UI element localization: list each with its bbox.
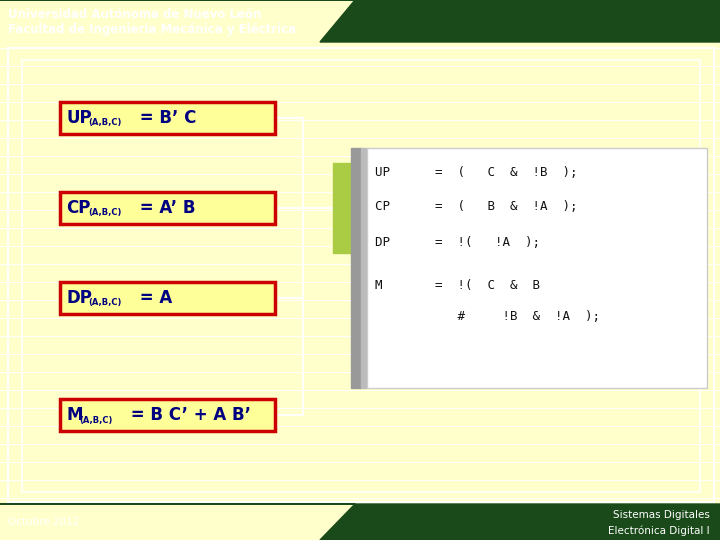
Text: M: M	[66, 406, 83, 424]
Bar	[22, 60, 700, 492]
Text: CP: CP	[66, 199, 91, 217]
Bar	[333, 163, 351, 253]
Text: (A,B,C): (A,B,C)	[79, 415, 112, 424]
FancyBboxPatch shape	[60, 399, 275, 431]
Text: (A,B,C): (A,B,C)	[88, 118, 122, 127]
Bar	[8, 48, 714, 502]
Text: Facultad de Ingeniería Mecánica y Eléctrica: Facultad de Ingeniería Mecánica y Eléctr…	[8, 24, 296, 37]
Text: DP: DP	[66, 289, 92, 307]
FancyBboxPatch shape	[60, 282, 275, 314]
Text: Electrónica Digital I: Electrónica Digital I	[608, 526, 710, 536]
Polygon shape	[0, 504, 720, 540]
Bar	[351, 148, 361, 388]
Text: UP: UP	[66, 109, 91, 127]
Text: M       =  !(  C  &  B: M = !( C & B	[375, 279, 540, 292]
Text: (A,B,C): (A,B,C)	[88, 299, 122, 307]
Text: = A’ B: = A’ B	[134, 199, 196, 217]
Text: #     !B  &  !A  );: # !B & !A );	[375, 309, 600, 322]
Text: (A,B,C): (A,B,C)	[88, 208, 122, 218]
FancyBboxPatch shape	[60, 192, 275, 224]
Text: = A: = A	[134, 289, 172, 307]
Text: CP      =  (   B  &  !A  );: CP = ( B & !A );	[375, 200, 577, 213]
Text: = B C’ + A B’: = B C’ + A B’	[125, 406, 251, 424]
Text: DP      =  !(   !A  );: DP = !( !A );	[375, 235, 540, 248]
FancyBboxPatch shape	[60, 102, 275, 134]
Text: = B’ C: = B’ C	[134, 109, 197, 127]
Bar	[367, 148, 707, 388]
Text: UP      =  (   C  &  !B  );: UP = ( C & !B );	[375, 165, 577, 179]
Text: Octubre 2012: Octubre 2012	[8, 517, 79, 527]
Text: Universidad Autónoma de Nuevo León: Universidad Autónoma de Nuevo León	[8, 8, 261, 21]
Polygon shape	[0, 0, 720, 42]
Bar	[361, 148, 367, 388]
Text: Sistemas Digitales: Sistemas Digitales	[613, 510, 710, 520]
